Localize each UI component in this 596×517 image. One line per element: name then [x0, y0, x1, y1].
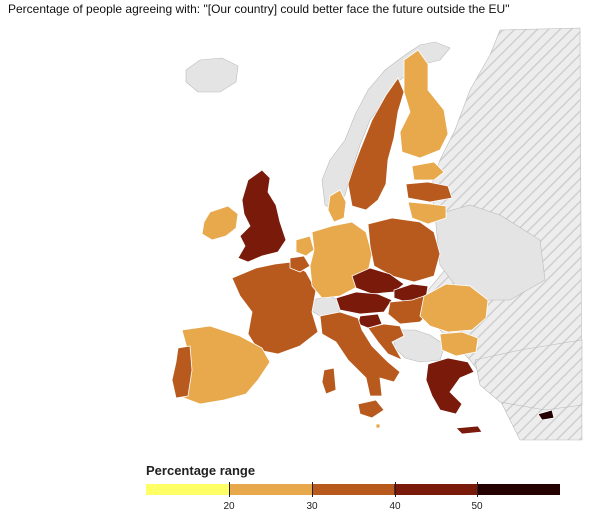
- legend-color-bar: [146, 484, 560, 495]
- country-sweden: [347, 77, 405, 211]
- legend-swatch-5: [477, 484, 560, 495]
- legend-tick-50: [477, 482, 478, 497]
- turkey-region: [474, 339, 583, 411]
- country-denmark: [327, 189, 347, 223]
- legend-label-40: 40: [389, 501, 401, 512]
- legend-swatch-1: [146, 484, 229, 495]
- country-poland: [367, 217, 441, 283]
- country-greece-crete: [455, 425, 483, 435]
- country-finland: [399, 49, 449, 159]
- legend-label-30: 30: [306, 501, 318, 512]
- legend-tick-20: [229, 482, 230, 497]
- legend-label-50: 50: [471, 501, 483, 512]
- country-uk: [237, 169, 287, 263]
- country-italy: [319, 311, 401, 397]
- belarus-ukraine-region: [434, 204, 546, 301]
- country-netherlands: [295, 235, 315, 257]
- country-belgium: [289, 255, 311, 273]
- country-malta: [375, 423, 381, 429]
- country-portugal: [171, 345, 193, 399]
- country-romania: [419, 283, 489, 333]
- country-latvia: [405, 181, 453, 203]
- country-bulgaria: [439, 331, 479, 357]
- country-austria: [335, 291, 393, 315]
- map-title: Percentage of people agreeing with: "[Ou…: [8, 2, 510, 16]
- country-italy-sardinia: [321, 367, 337, 395]
- legend-swatch-3: [311, 484, 395, 495]
- legend-swatch-2: [228, 484, 312, 495]
- country-cyprus: [537, 409, 555, 421]
- iceland-region: [185, 57, 239, 93]
- legend-title: Percentage range: [146, 463, 256, 478]
- legend-tick-30: [312, 482, 313, 497]
- country-croatia: [367, 323, 405, 361]
- legend-tick-40: [395, 482, 396, 497]
- legend-swatch-4: [394, 484, 478, 495]
- country-estonia: [411, 161, 445, 181]
- country-lithuania: [407, 201, 447, 225]
- country-france: [231, 261, 319, 355]
- country-italy-sicily: [357, 399, 385, 419]
- europe-map: [171, 27, 583, 441]
- country-ireland: [201, 205, 239, 241]
- country-greece: [425, 357, 475, 415]
- legend-label-20: 20: [223, 501, 235, 512]
